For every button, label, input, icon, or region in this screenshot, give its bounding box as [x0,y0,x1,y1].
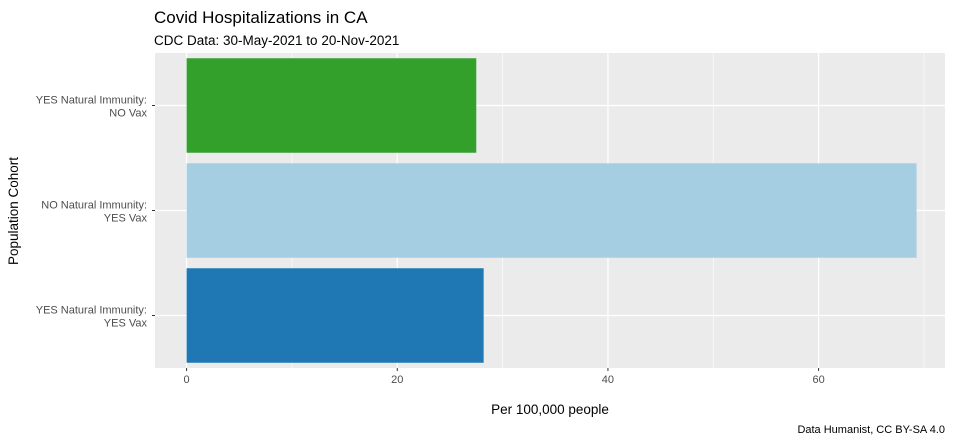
y-tick-label: NO Natural Immunity: YES Vax [41,200,147,225]
x-tick-label: 20 [391,374,403,386]
x-axis: 0 20 40 60 [184,368,825,386]
bars [186,58,917,363]
x-tick-label: 60 [812,374,824,386]
x-axis-label: Per 100,000 people [491,402,609,417]
bar [186,163,917,258]
x-tick-label: 40 [602,374,614,386]
bar [186,268,484,363]
bar [186,58,477,153]
x-tick-label: 0 [184,374,190,386]
chart-subtitle: CDC Data: 30-May-2021 to 20-Nov-2021 [154,33,399,48]
y-axis: YES Natural Immunity: NO Vax NO Natural Im… [36,95,155,330]
y-axis-label: Population Cohort [6,157,21,265]
chart-caption: Data Humanist, CC BY-SA 4.0 [797,424,945,436]
chart-title: Covid Hospitalizations in CA [154,8,368,27]
y-tick-label: YES Natural Immunity: NO Vax [36,95,148,120]
y-tick-label: YES Natural Immunity: YES Vax [36,305,148,330]
